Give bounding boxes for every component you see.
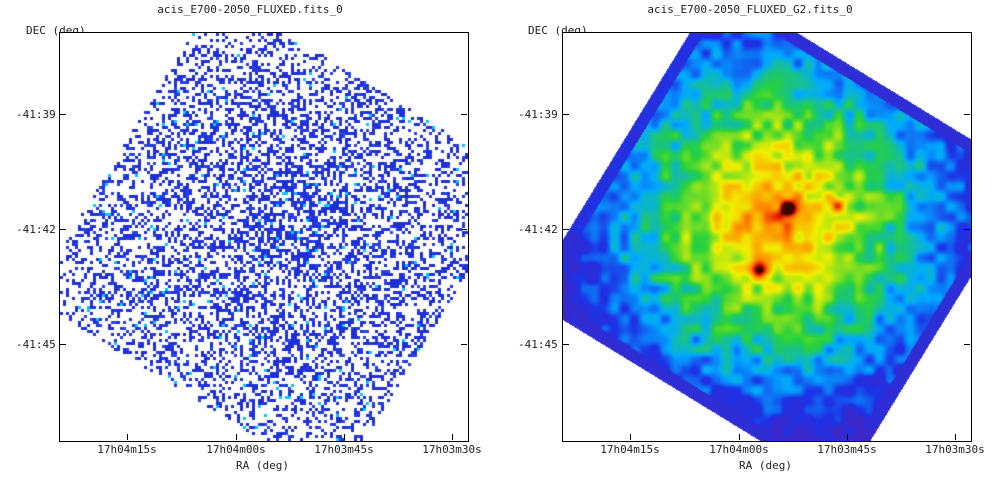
- x-axis-label: RA (deg): [236, 459, 289, 472]
- xtick-label: 17h03m30s: [422, 443, 482, 456]
- ytick: [964, 114, 970, 115]
- xtick: [955, 434, 956, 440]
- ytick: [60, 344, 66, 345]
- xtick-label: 17h04m15s: [97, 443, 157, 456]
- ytick: [461, 114, 467, 115]
- xtick: [630, 434, 631, 440]
- smoothed-image-canvas: [563, 33, 971, 441]
- xtick-label: 17h04m15s: [600, 443, 660, 456]
- ytick: [563, 114, 569, 115]
- ytick-label: -41:42: [518, 223, 558, 236]
- xtick-label: 17h04m00s: [206, 443, 266, 456]
- ytick: [461, 344, 467, 345]
- ytick: [563, 229, 569, 230]
- ytick-label: -41:39: [16, 108, 56, 121]
- xtick: [127, 434, 128, 440]
- image-plot[interactable]: [59, 32, 469, 442]
- ytick-label: -41:39: [518, 108, 558, 121]
- panel-smoothed: acis_E700-2050_FLUXED_G2.fits_0 DEC (deg…: [500, 0, 1000, 478]
- xtick: [452, 434, 453, 440]
- ytick: [60, 229, 66, 230]
- xtick-label: 17h03m45s: [817, 443, 877, 456]
- x-axis-label: RA (deg): [739, 459, 792, 472]
- xtick: [847, 434, 848, 440]
- panel-title: acis_E700-2050_FLUXED.fits_0: [157, 3, 343, 16]
- ytick: [461, 229, 467, 230]
- ytick: [964, 229, 970, 230]
- image-plot[interactable]: [562, 32, 972, 442]
- ytick-label: -41:42: [16, 223, 56, 236]
- xtick: [344, 434, 345, 440]
- ytick-label: -41:45: [518, 338, 558, 351]
- panel-title: acis_E700-2050_FLUXED_G2.fits_0: [647, 3, 853, 16]
- xtick: [236, 434, 237, 440]
- xtick-label: 17h03m45s: [314, 443, 374, 456]
- xtick: [739, 434, 740, 440]
- panel-raw: acis_E700-2050_FLUXED.fits_0 DEC (deg) -…: [16, 3, 482, 472]
- xtick-label: 17h04m00s: [709, 443, 769, 456]
- ytick: [964, 344, 970, 345]
- raw-image-canvas: [60, 33, 468, 441]
- xtick-label: 17h03m30s: [925, 443, 985, 456]
- ytick: [60, 114, 66, 115]
- ytick-label: -41:45: [16, 338, 56, 351]
- ytick: [563, 344, 569, 345]
